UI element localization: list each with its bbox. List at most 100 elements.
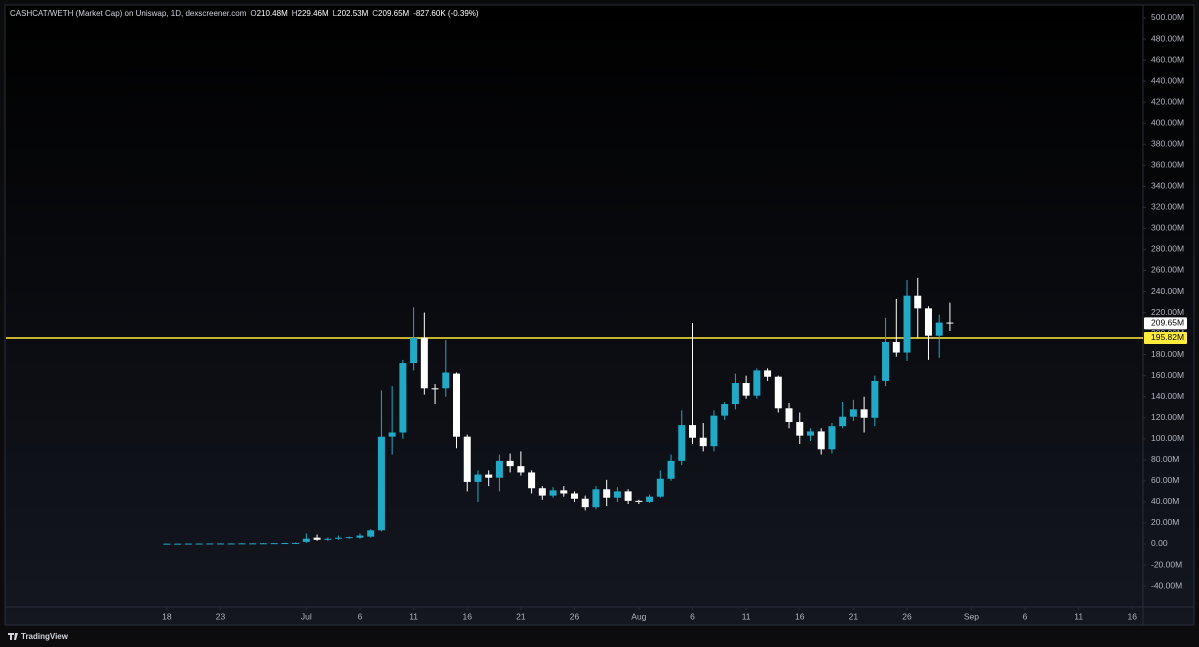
candle-body (785, 408, 793, 422)
x-tick-label: 26 (570, 611, 580, 621)
candle-body (217, 543, 225, 545)
candle-body (849, 409, 857, 417)
candle-body (613, 491, 621, 498)
brand: TradingView (21, 632, 69, 641)
candle-body (474, 474, 482, 482)
x-tick-label: Jul (301, 611, 312, 621)
legend-value: 209.65M (378, 9, 409, 18)
candle-body (281, 543, 289, 545)
candle-body (592, 489, 600, 508)
candle-body (453, 373, 461, 437)
y-tick-label: 120.00M (1151, 412, 1184, 422)
candle-body (946, 322, 954, 324)
y-tick-label: 180.00M (1151, 349, 1184, 359)
x-tick-label: 23 (216, 611, 226, 621)
candle-body (731, 383, 739, 405)
candle-body (635, 500, 643, 502)
candle-body (603, 489, 611, 498)
candle-body (721, 404, 729, 416)
candle-body (806, 431, 814, 436)
candle-body (270, 543, 278, 545)
candle-body (860, 409, 868, 418)
y-tick-label: 420.00M (1151, 96, 1184, 106)
candle-body (388, 432, 396, 437)
last-price-box (1144, 317, 1187, 330)
candle-body (184, 543, 192, 545)
candle-body (420, 337, 428, 389)
candle-body (367, 530, 375, 537)
candle-body (560, 490, 568, 494)
candle-body (495, 460, 503, 478)
candle-body (678, 425, 686, 461)
candle-body (871, 380, 879, 418)
chart-frame (4, 4, 1195, 626)
candle-body (549, 490, 557, 496)
candle-body (882, 342, 890, 381)
y-tick-label: 480.00M (1151, 33, 1184, 43)
y-tick-label: 340.00M (1151, 181, 1184, 191)
y-tick-label: 100.00M (1151, 433, 1184, 443)
candle-body (356, 535, 364, 538)
last-price-label: 209.65M (1151, 318, 1184, 328)
legend-value: 202.53M (337, 9, 368, 18)
candle-body (742, 383, 750, 396)
candle-body (924, 308, 932, 336)
x-tick-label: 18 (162, 611, 172, 621)
candle-body (699, 437, 707, 447)
candle-body (646, 496, 654, 502)
candle-body (935, 322, 943, 336)
legend-value: 210.48M (257, 9, 288, 18)
candle-body (335, 537, 343, 539)
x-tick-label: 21 (849, 611, 859, 621)
candle-body (431, 388, 439, 390)
candle-body (238, 543, 246, 545)
candle-body (903, 295, 911, 353)
candle-body (410, 337, 418, 364)
x-tick-label: 16 (795, 611, 805, 621)
x-tick-label: 11 (1074, 611, 1083, 621)
y-tick-label: 0.00 (1151, 538, 1168, 548)
candle-body (206, 543, 214, 545)
candle-body (753, 370, 761, 396)
y-tick-label: 460.00M (1151, 54, 1184, 64)
y-tick-label: -40.00M (1151, 580, 1182, 590)
candle-body (345, 537, 353, 539)
x-tick-label: 11 (409, 611, 418, 621)
y-tick-label: 160.00M (1151, 370, 1184, 380)
candle-body (249, 543, 257, 545)
y-tick-label: 500.00M (1151, 12, 1184, 22)
y-tick-label: 220.00M (1151, 307, 1184, 317)
candle-body (796, 421, 804, 436)
candle-body (656, 478, 664, 497)
legend-value: 229.46M (298, 9, 329, 18)
chart-title: CASHCAT/WETH (Market Cap) on Uniswap, 1D… (10, 9, 247, 18)
x-tick-label: 6 (358, 611, 363, 621)
y-tick-label: 280.00M (1151, 244, 1184, 254)
candle-body (710, 415, 718, 447)
candle-body (538, 488, 546, 496)
x-tick-label: 16 (463, 611, 473, 621)
candle-body (377, 436, 385, 531)
legend-change: -827.60K (-0.39%) (413, 9, 479, 18)
y-tick-label: 320.00M (1151, 202, 1184, 212)
y-tick-label: 300.00M (1151, 223, 1184, 233)
candle-body (764, 370, 772, 377)
candle-body (839, 416, 847, 427)
candle-body (227, 543, 235, 545)
x-tick-label: 6 (1023, 611, 1028, 621)
y-tick-label: -20.00M (1151, 559, 1182, 569)
y-tick-label: 140.00M (1151, 391, 1184, 401)
x-tick-label: 6 (690, 611, 695, 621)
x-tick-label: 16 (1128, 611, 1138, 621)
x-tick-label: 21 (516, 611, 526, 621)
y-tick-label: 440.00M (1151, 75, 1184, 85)
candle-body (324, 538, 332, 540)
hline-price-box (1144, 331, 1187, 344)
candle-body (892, 342, 900, 353)
legend-label: L (333, 9, 338, 18)
y-tick-label: 260.00M (1151, 265, 1184, 275)
hline-price-label: 195.82M (1151, 332, 1184, 342)
legend-label: O (250, 9, 256, 18)
